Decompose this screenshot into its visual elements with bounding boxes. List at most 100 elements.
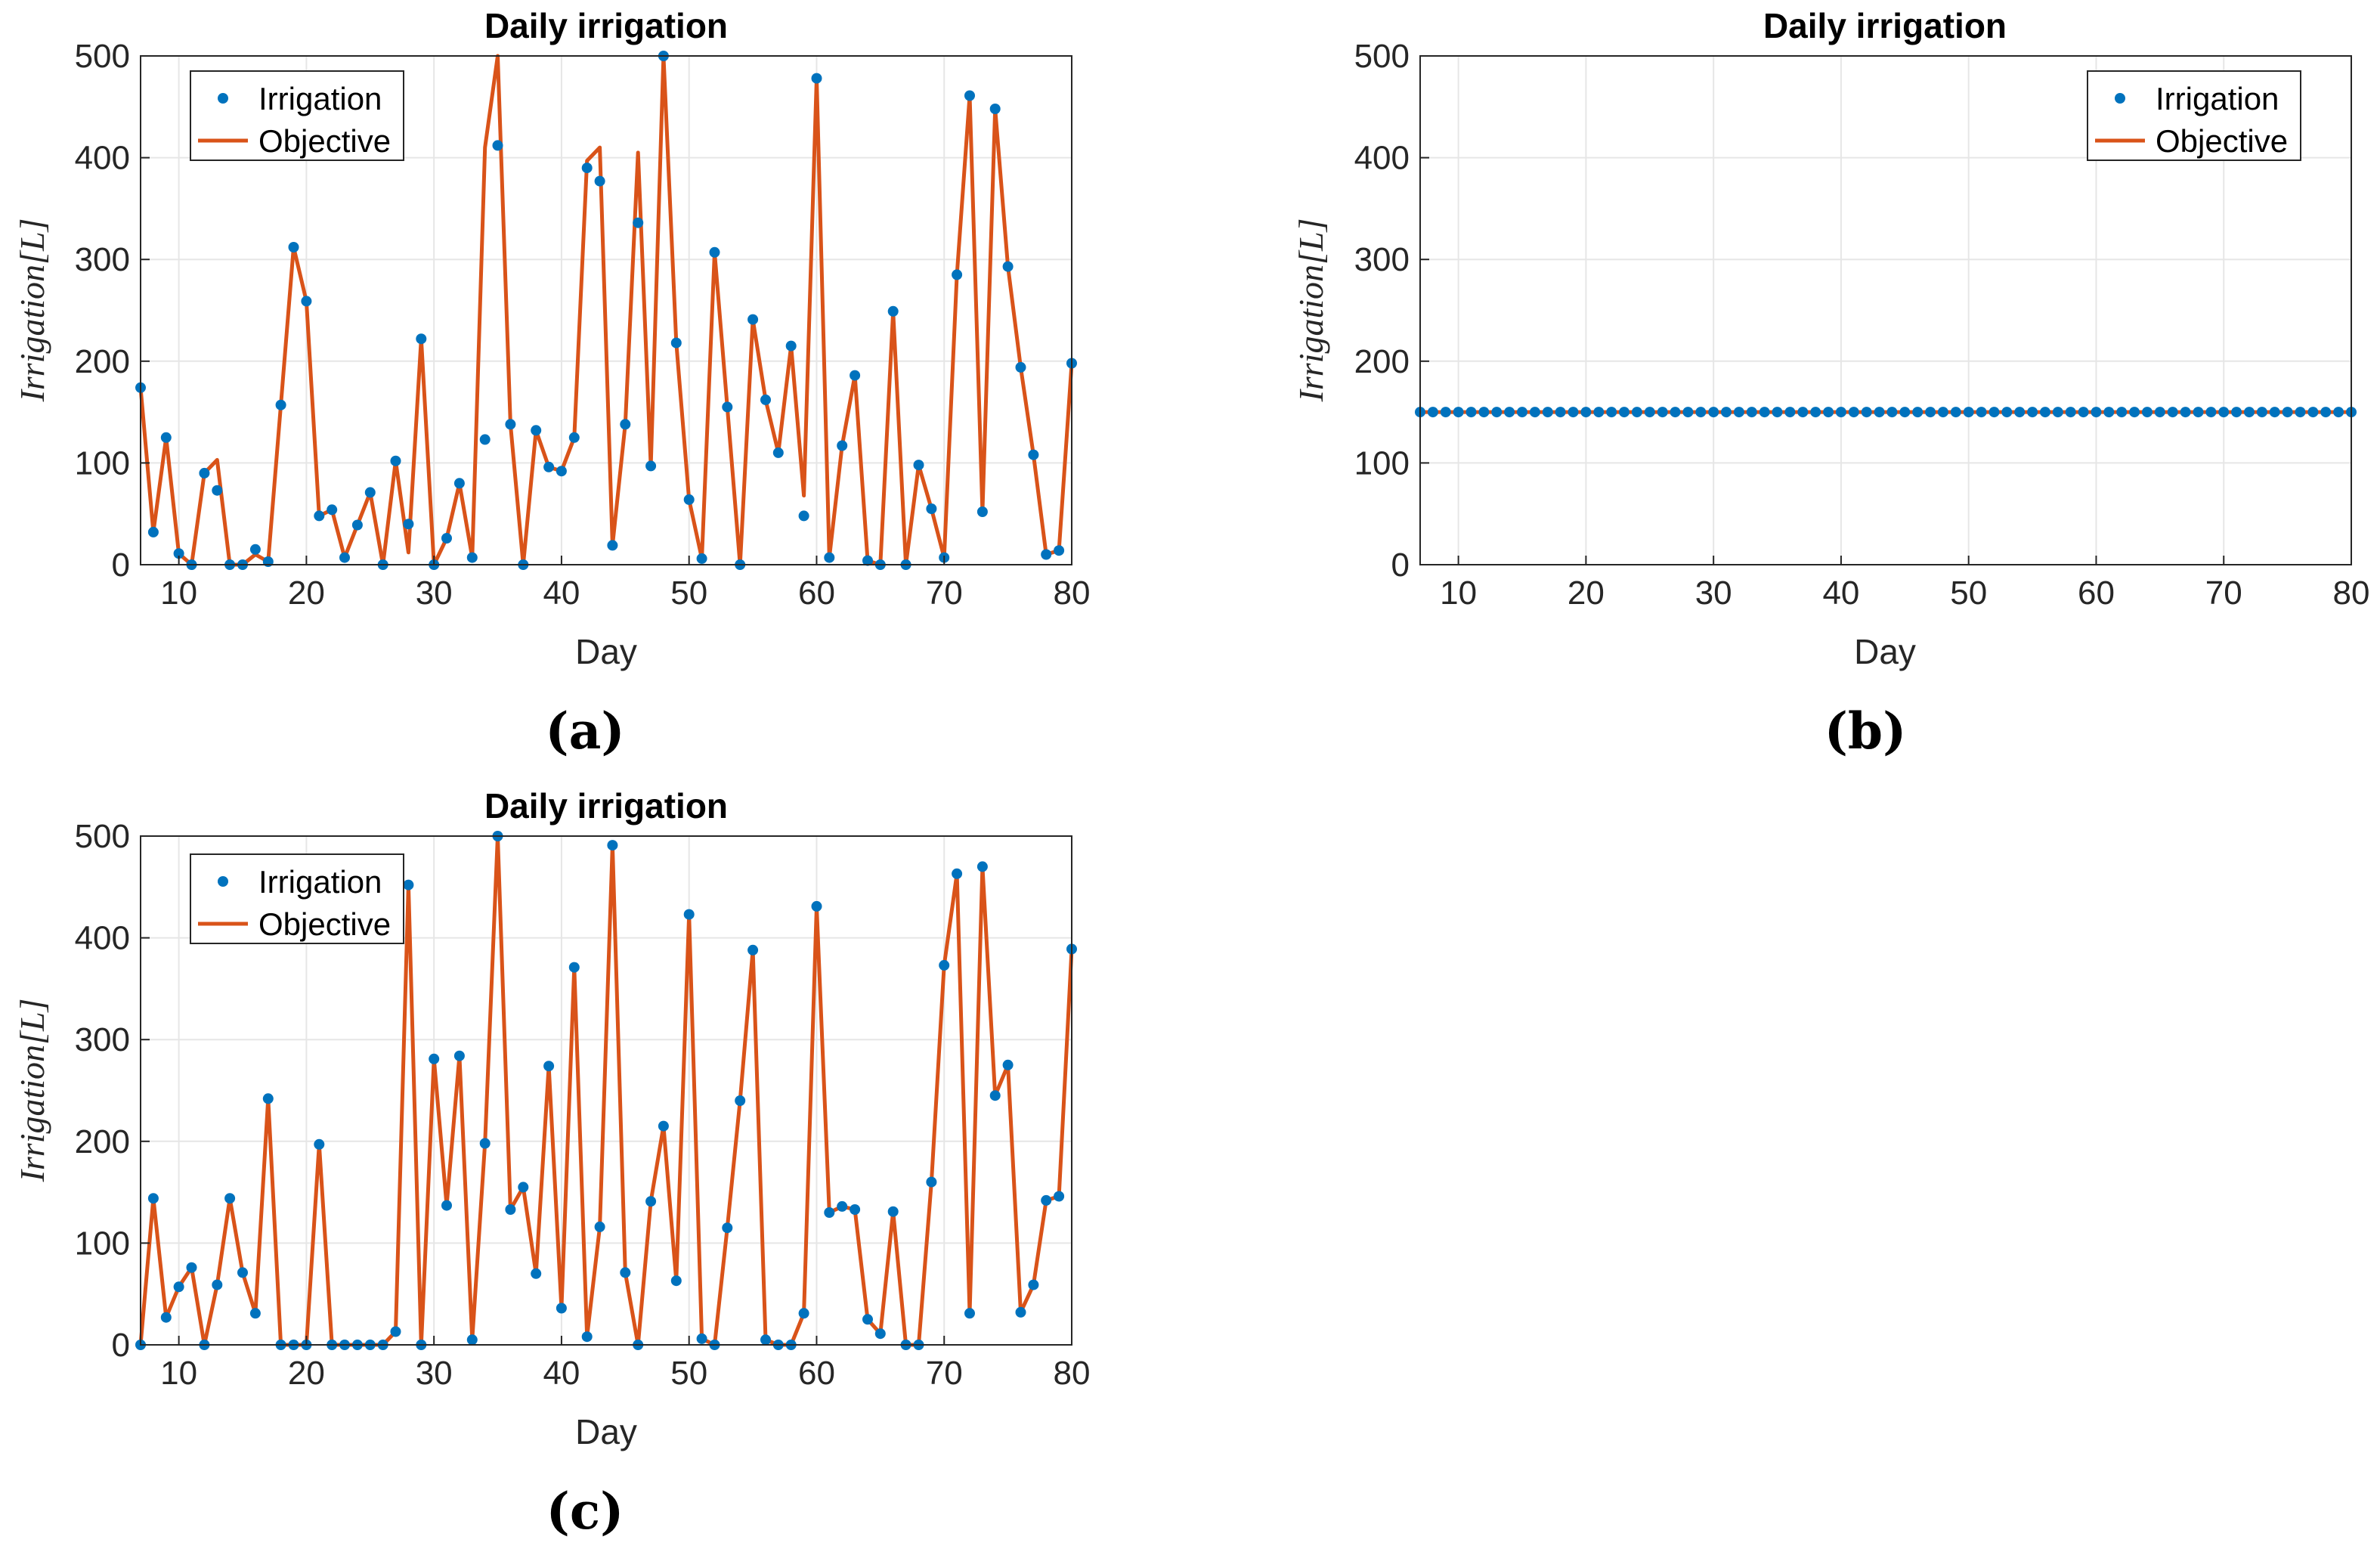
irrigation-point	[2065, 407, 2076, 418]
irrigation-point	[926, 503, 937, 514]
irrigation-point	[607, 540, 618, 551]
irrigation-point	[683, 494, 695, 505]
panel-b-legend: Irrigation Objective	[2087, 70, 2301, 161]
panel-a-axes-box	[140, 55, 1072, 565]
irrigation-point	[989, 104, 1001, 114]
irrigation-point	[1002, 1059, 1014, 1070]
irrigation-point	[683, 909, 695, 920]
irrigation-point	[301, 296, 312, 307]
panel-b-xlabel: Day	[1854, 632, 1916, 671]
irrigation-point	[1580, 407, 1592, 418]
irrigation-point	[926, 1176, 937, 1188]
irrigation-point	[1504, 407, 1515, 418]
x-tick-label: 60	[798, 575, 835, 612]
irrigation-point	[1015, 361, 1026, 373]
irrigation-point	[1861, 407, 1872, 418]
x-tick-label: 50	[670, 1355, 707, 1392]
irrigation-point	[2244, 407, 2255, 418]
irrigation-point	[1963, 407, 1974, 418]
irrigation-point	[1759, 407, 1770, 418]
irrigation-point	[492, 140, 503, 151]
irrigation-point	[2295, 407, 2306, 418]
x-tick-label: 10	[1440, 575, 1477, 612]
irrigation-point	[645, 1196, 657, 1207]
y-tick-label: 300	[75, 241, 130, 278]
irrigation-point	[147, 526, 159, 537]
y-tick-label: 0	[112, 1327, 130, 1364]
irrigation-point	[633, 217, 644, 228]
y-tick-label: 200	[75, 343, 130, 380]
irrigation-point	[862, 1314, 873, 1325]
irrigation-point	[696, 1333, 707, 1344]
irrigation-point	[824, 552, 835, 563]
legend-irrigation-marker	[218, 93, 228, 104]
irrigation-point	[568, 432, 580, 443]
irrigation-point	[1721, 407, 1732, 418]
irrigation-point	[275, 399, 286, 410]
irrigation-point	[1619, 407, 1629, 418]
irrigation-point	[964, 90, 975, 101]
irrigation-point	[160, 432, 172, 443]
irrigation-point	[1670, 407, 1681, 418]
panel-b-irrigation-points	[1415, 407, 2357, 418]
panel-c-axes-box	[140, 835, 1072, 1346]
panel-a-legend: Irrigation Objective	[190, 70, 404, 161]
irrigation-point	[262, 1093, 274, 1104]
irrigation-point	[1950, 407, 1961, 418]
panel-c-legend: Irrigation Objective	[190, 853, 404, 944]
irrigation-point	[1015, 1306, 1026, 1318]
irrigation-point	[2167, 407, 2178, 418]
panel-a-x-ticks: 10 20 30 40 50 60 70 80	[160, 556, 1090, 612]
irrigation-point	[2256, 407, 2267, 418]
irrigation-point	[1631, 407, 1642, 418]
panel-b-axes-box	[1419, 55, 2352, 565]
irrigation-point	[939, 959, 950, 971]
irrigation-point	[505, 419, 516, 430]
legend-box	[190, 853, 404, 944]
irrigation-point	[556, 1303, 567, 1314]
irrigation-point	[874, 1328, 886, 1340]
irrigation-point	[798, 1308, 809, 1319]
irrigation-point	[581, 1331, 593, 1343]
irrigation-point	[212, 485, 223, 496]
legend-objective-label: Objective	[258, 123, 391, 159]
irrigation-point	[1708, 407, 1719, 418]
x-tick-label: 40	[1822, 575, 1859, 612]
irrigation-point	[1054, 1191, 1065, 1202]
irrigation-point	[2269, 407, 2280, 418]
x-tick-label: 30	[416, 1355, 453, 1392]
irrigation-point	[160, 1312, 172, 1323]
irrigation-point	[760, 394, 771, 405]
y-tick-label: 0	[1391, 547, 1410, 584]
irrigation-point	[568, 962, 580, 973]
y-tick-label: 100	[75, 445, 130, 482]
irrigation-point	[670, 1275, 682, 1287]
x-tick-label: 20	[1568, 575, 1605, 612]
y-tick-label: 400	[75, 920, 130, 957]
irrigation-point	[2193, 407, 2204, 418]
irrigation-point	[249, 544, 261, 555]
legend-irrigation-label: Irrigation	[2156, 81, 2279, 116]
irrigation-point	[466, 552, 478, 563]
y-tick-label: 500	[75, 38, 130, 75]
panel-b-x-ticks: 10 20 30 40 50 60 70 80	[1440, 556, 2369, 612]
irrigation-point	[2282, 407, 2293, 418]
irrigation-point	[1555, 407, 1566, 418]
objective-series-line	[138, 54, 1074, 567]
irrigation-point	[441, 533, 452, 544]
irrigation-point	[390, 455, 401, 466]
irrigation-point	[1041, 549, 1052, 560]
irrigation-point	[1746, 407, 1757, 418]
y-tick-label: 0	[112, 547, 130, 584]
irrigation-point	[1886, 407, 1898, 418]
legend-box	[190, 70, 404, 161]
irrigation-point	[2129, 407, 2140, 418]
panel-a-irrigation-points	[135, 51, 1077, 570]
irrigation-point	[173, 1281, 184, 1293]
panel-b-ylabel: Irrigation[L]	[1292, 218, 1330, 403]
irrigation-point	[543, 461, 555, 472]
irrigation-point	[212, 1279, 223, 1290]
irrigation-point	[2142, 407, 2153, 418]
irrigation-point	[581, 163, 593, 174]
panel-b-label: (b)	[1824, 702, 1907, 760]
